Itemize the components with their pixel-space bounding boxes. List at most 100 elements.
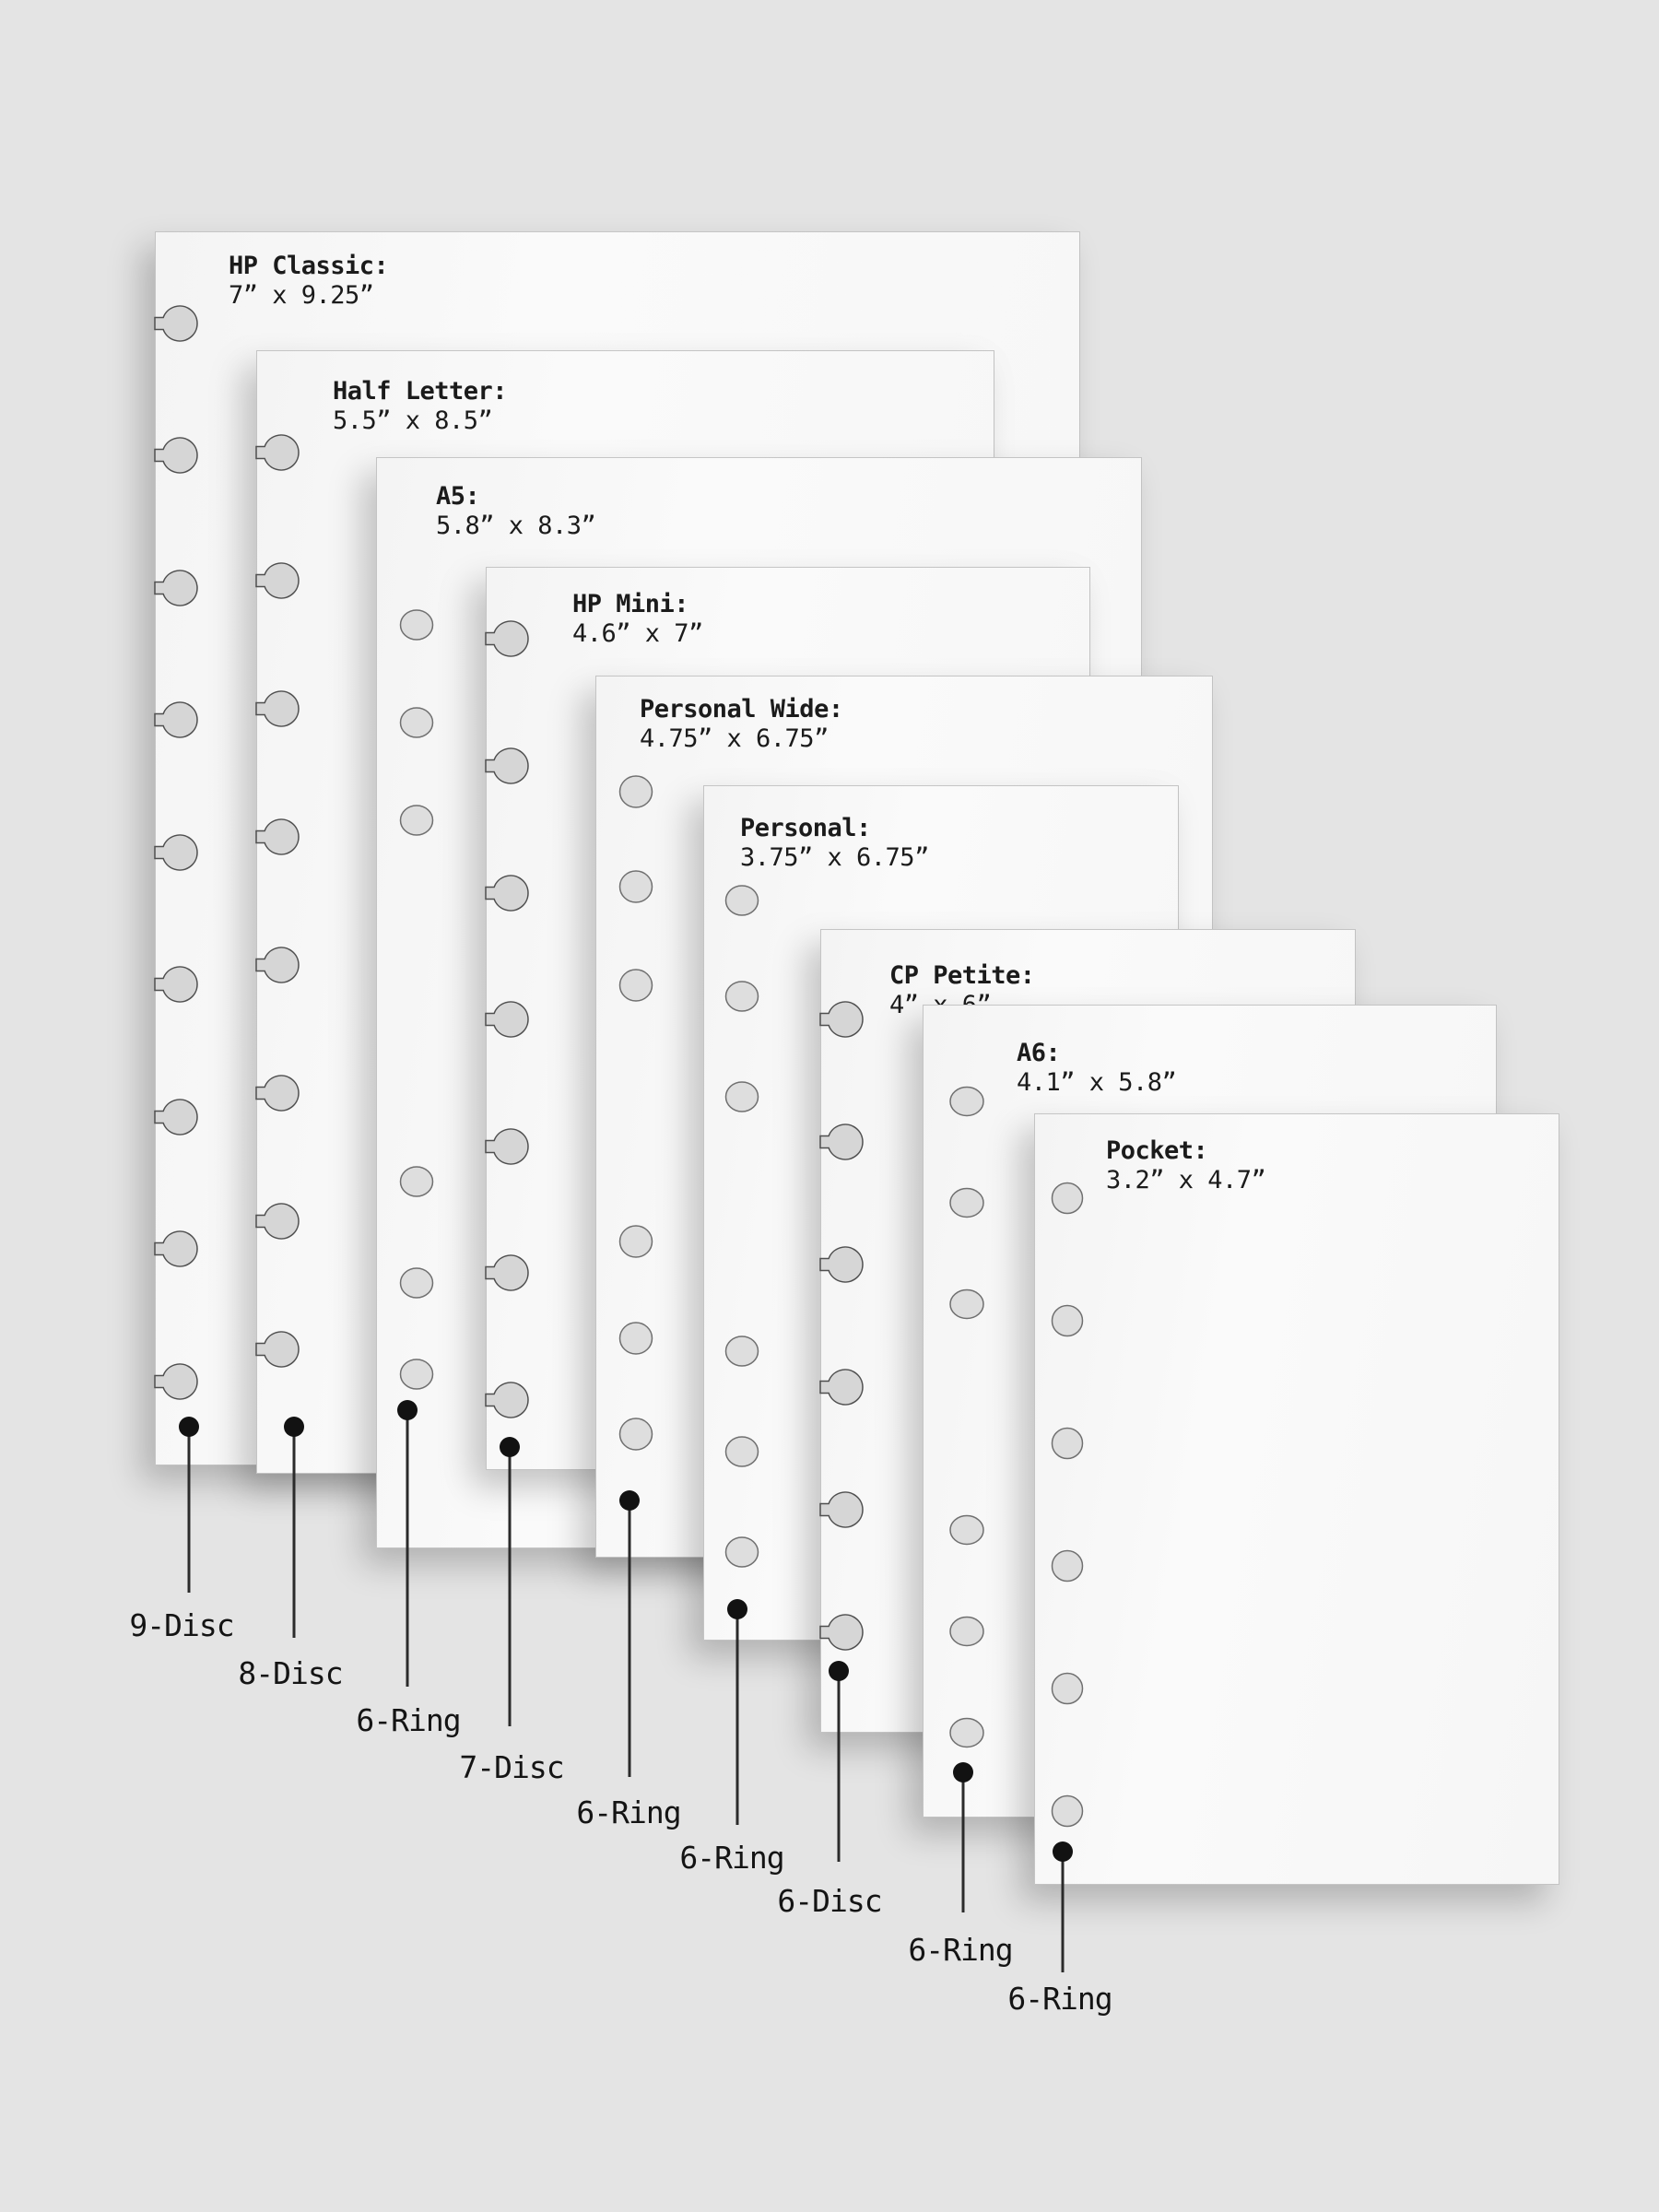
ring-hole-icon [1051, 1549, 1084, 1583]
a5-label: A5: 5.8” x 8.3” [436, 482, 596, 541]
personal-dimensions: 3.75” x 6.75” [740, 843, 929, 872]
ring-hole-icon [1051, 1794, 1084, 1828]
personal-name: Personal: [740, 814, 871, 842]
disc-notch-icon [255, 434, 300, 471]
ring-hole-icon [724, 1335, 759, 1367]
disc-notch-icon [819, 1246, 864, 1283]
a6-label: A6: 4.1” x 5.8” [1017, 1039, 1177, 1098]
ring-hole-icon [949, 1514, 984, 1546]
disc-notch-icon [485, 1001, 529, 1038]
cp-petite-disc-notch-column [819, 1001, 864, 1651]
hp-mini-label: HP Mini: 4.6” x 7” [572, 590, 703, 649]
ring-hole-icon [949, 1187, 984, 1218]
disc-notch-icon [154, 437, 198, 474]
hp-classic-name: HP Classic: [229, 252, 389, 280]
a5-name: A5: [436, 482, 480, 511]
a6-binding-label: 6-Ring [908, 1932, 1013, 1968]
personal-ring-hole-column [724, 885, 759, 1568]
disc-notch-icon [154, 1230, 198, 1267]
ring-hole-icon [949, 1288, 984, 1320]
pocket-dimensions: 3.2” x 4.7” [1106, 1166, 1266, 1194]
ring-hole-icon [1051, 1182, 1084, 1215]
a5-binding-label: 6-Ring [356, 1702, 461, 1738]
disc-notch-icon [819, 1491, 864, 1528]
disc-notch-icon [255, 947, 300, 983]
cp-petite-name: CP Petite: [889, 961, 1035, 990]
half-letter-name: Half Letter: [333, 377, 508, 406]
hp-classic-binding-label: 9-Disc [129, 1607, 234, 1643]
personal-wide-label: Personal Wide: 4.75” x 6.75” [640, 695, 843, 754]
disc-notch-icon [485, 1382, 529, 1418]
disc-notch-icon [255, 1075, 300, 1112]
ring-hole-icon [1051, 1304, 1084, 1337]
ring-hole-icon [724, 1436, 759, 1467]
a6-name: A6: [1017, 1039, 1061, 1067]
ring-hole-icon [399, 707, 434, 738]
hp-classic-label: HP Classic: 7” x 9.25” [229, 252, 389, 311]
disc-notch-icon [154, 701, 198, 738]
disc-notch-icon [819, 1001, 864, 1038]
disc-notch-icon [485, 1254, 529, 1291]
ring-hole-icon [1051, 1672, 1084, 1705]
ring-hole-icon [618, 1322, 653, 1355]
ring-hole-icon [399, 1267, 434, 1299]
disc-notch-icon [485, 1128, 529, 1165]
ring-hole-icon [399, 1166, 434, 1197]
disc-notch-icon [255, 818, 300, 855]
disc-notch-icon [255, 562, 300, 599]
disc-notch-icon [154, 1099, 198, 1135]
pocket-ring-hole-column [1051, 1182, 1084, 1828]
half-letter-label: Half Letter: 5.5” x 8.5” [333, 377, 508, 436]
pocket-binding-label: 6-Ring [1007, 1981, 1112, 2017]
hp-mini-name: HP Mini: [572, 590, 689, 618]
ring-hole-icon [724, 1536, 759, 1568]
disc-notch-icon [154, 305, 198, 342]
disc-notch-icon [154, 966, 198, 1003]
half-letter-dimensions: 5.5” x 8.5” [333, 406, 493, 435]
disc-notch-icon [154, 834, 198, 871]
disc-notch-icon [154, 570, 198, 606]
ring-hole-icon [399, 609, 434, 641]
personal-wide-binding-label: 6-Ring [576, 1794, 681, 1830]
disc-notch-icon [485, 875, 529, 912]
ring-hole-icon [949, 1717, 984, 1748]
hp-classic-dimensions: 7” x 9.25” [229, 281, 374, 310]
personal-wide-dimensions: 4.75” x 6.75” [640, 724, 829, 753]
personal-binding-label: 6-Ring [679, 1840, 784, 1876]
hp-mini-disc-notch-column [485, 620, 529, 1418]
disc-notch-icon [819, 1614, 864, 1651]
hp-mini-binding-label: 7-Disc [459, 1749, 564, 1785]
half-letter-disc-notch-column [255, 434, 300, 1368]
disc-notch-icon [819, 1124, 864, 1160]
disc-notch-icon [485, 747, 529, 784]
pocket-label: Pocket: 3.2” x 4.7” [1106, 1136, 1266, 1195]
ring-hole-icon [618, 1225, 653, 1258]
ring-hole-icon [724, 885, 759, 916]
ring-hole-icon [618, 1418, 653, 1451]
ring-hole-icon [618, 775, 653, 808]
disc-notch-icon [255, 1203, 300, 1240]
disc-notch-icon [255, 1331, 300, 1368]
a5-ring-hole-column [399, 609, 434, 1390]
personal-label: Personal: 3.75” x 6.75” [740, 814, 929, 873]
disc-notch-icon [154, 1363, 198, 1400]
ring-hole-icon [1051, 1427, 1084, 1460]
personal-wide-ring-hole-column [618, 775, 653, 1451]
half-letter-binding-label: 8-Disc [238, 1655, 343, 1691]
ring-hole-icon [949, 1616, 984, 1647]
disc-notch-icon [485, 620, 529, 657]
ring-hole-icon [399, 1359, 434, 1390]
cp-petite-binding-label: 6-Disc [777, 1883, 882, 1919]
ring-hole-icon [724, 1081, 759, 1112]
ring-hole-icon [949, 1086, 984, 1117]
disc-notch-icon [819, 1369, 864, 1406]
a5-dimensions: 5.8” x 8.3” [436, 512, 596, 540]
ring-hole-icon [399, 805, 434, 836]
a6-ring-hole-column [949, 1086, 984, 1748]
ring-hole-icon [618, 870, 653, 903]
disc-notch-icon [255, 690, 300, 727]
a6-dimensions: 4.1” x 5.8” [1017, 1068, 1177, 1097]
ring-hole-icon [618, 969, 653, 1002]
personal-wide-name: Personal Wide: [640, 695, 843, 724]
